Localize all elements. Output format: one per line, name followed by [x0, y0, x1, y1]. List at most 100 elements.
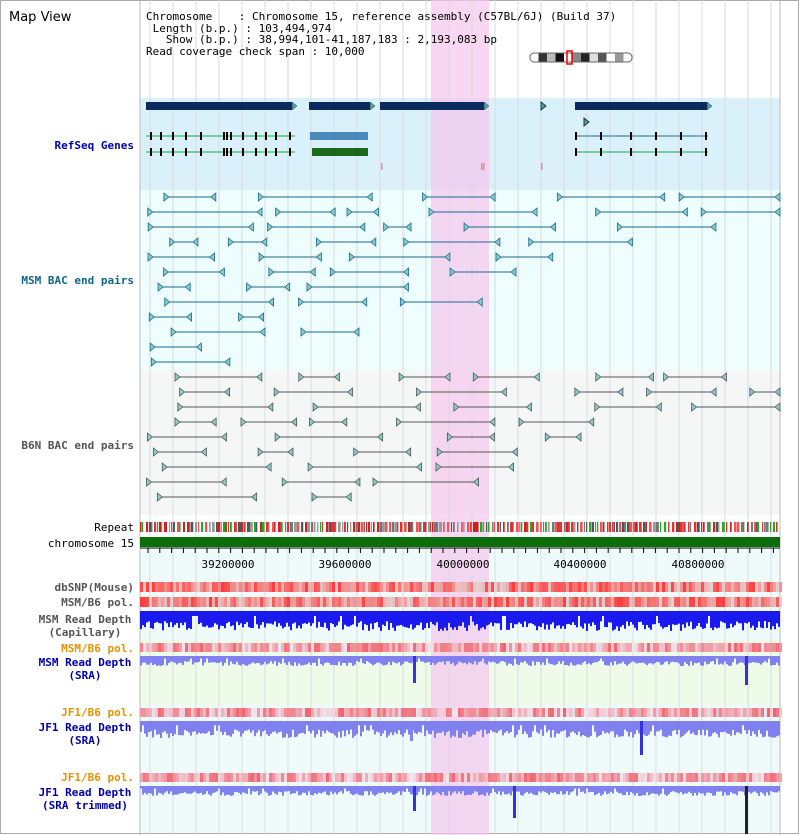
track-label-msm-bac[interactable]: MSM BAC end pairs [21, 274, 134, 287]
depth-bar [140, 656, 142, 666]
track-label-b6n-bac[interactable]: B6N BAC end pairs [21, 439, 134, 452]
depth-bar [492, 656, 494, 662]
depth-bar [144, 611, 146, 628]
bac-end-left [544, 432, 551, 442]
depth-bar [548, 721, 550, 730]
depth-bar [518, 611, 520, 623]
heat-cell [551, 643, 554, 652]
depth-bar [216, 786, 218, 792]
depth-bar [370, 721, 372, 726]
heat-cell [353, 708, 356, 717]
heat-cell [245, 597, 248, 607]
depth-bar [550, 611, 552, 625]
depth-bar [356, 721, 358, 735]
bac-end-right [359, 222, 366, 232]
repeat-element [366, 522, 368, 532]
heat-cell [314, 643, 317, 652]
heat-cell [500, 773, 503, 782]
bac-end-left [700, 207, 707, 217]
depth-bar [180, 721, 182, 736]
depth-bar [622, 721, 624, 737]
heat-cell [512, 708, 515, 717]
depth-bar [188, 721, 190, 733]
track-label-repeat[interactable]: Repeat [94, 521, 134, 534]
depth-bar [466, 721, 468, 732]
repeat-element [262, 522, 265, 532]
depth-bar [682, 656, 684, 666]
repeat-element [770, 522, 772, 532]
depth-bar [388, 721, 390, 736]
depth-bar [160, 721, 162, 738]
depth-bar [738, 611, 740, 624]
depth-bar [296, 611, 298, 629]
depth-bar [520, 786, 522, 796]
heat-cell [170, 773, 173, 782]
track-label-jf1-b6-pol[interactable]: JF1/B6 pol. [61, 706, 134, 719]
depth-bar [750, 656, 752, 663]
heat-cell [425, 643, 428, 652]
track-label-jf1-depth-trim[interactable]: JF1 Read Depth (SRA trimmed) [30, 786, 140, 812]
heat-cell [329, 582, 332, 592]
depth-bar [330, 611, 332, 623]
heat-cell [500, 597, 503, 607]
depth-bar [772, 786, 774, 793]
depth-bar [320, 786, 322, 794]
repeat-element [584, 522, 586, 532]
heat-cell [347, 708, 350, 717]
depth-bar [546, 656, 548, 659]
depth-bar [294, 656, 296, 663]
repeat-element [726, 522, 728, 532]
heat-cell [281, 597, 284, 607]
track-label-msm-depth-capillary[interactable]: MSM Read Depth (Capillary) [30, 613, 140, 639]
track-label-msm-b6-pol[interactable]: MSM/B6 pol. [61, 596, 134, 609]
depth-bar [694, 786, 696, 793]
heat-cell [491, 597, 494, 607]
heat-cell [749, 597, 752, 607]
exon [223, 148, 225, 156]
depth-bar [760, 786, 762, 793]
heat-cell [614, 597, 617, 607]
depth-bar [218, 786, 220, 789]
depth-bar [704, 721, 706, 736]
depth-bar [608, 721, 610, 734]
heat-cell [458, 582, 461, 592]
heat-cell [650, 582, 653, 592]
depth-bar [478, 611, 480, 631]
repeat-element [329, 522, 332, 532]
heat-cell [401, 597, 404, 607]
depth-bar [436, 721, 438, 734]
exon [226, 148, 228, 156]
depth-bar [752, 786, 754, 793]
track-label-msm-depth-sra[interactable]: MSM Read Depth (SRA) [30, 656, 140, 682]
depth-bar [704, 786, 706, 796]
heat-cell [647, 597, 650, 607]
depth-bar [150, 786, 152, 794]
heat-cell [212, 708, 215, 717]
track-label-refseq[interactable]: RefSeq Genes [54, 139, 134, 152]
depth-bar [556, 656, 558, 665]
depth-bar [368, 611, 370, 631]
depth-bar [334, 721, 336, 736]
track-label-jf1-b6-pol-trim[interactable]: JF1/B6 pol. [61, 771, 134, 784]
heat-cell [707, 582, 710, 592]
depth-bar [250, 656, 252, 664]
heat-cell [227, 597, 230, 607]
exon [265, 148, 267, 156]
depth-bar [670, 786, 672, 792]
heat-cell [341, 597, 344, 607]
track-label-jf1-depth-sra[interactable]: JF1 Read Depth (SRA) [30, 721, 140, 747]
depth-bar [272, 611, 274, 625]
track-label-dbsnp[interactable]: dbSNP(Mouse) [54, 581, 134, 594]
repeat-element [592, 522, 595, 532]
track-label-msm-b6-pol-sra[interactable]: MSM/B6 pol. [61, 642, 134, 655]
heat-cell [545, 597, 548, 607]
depth-bar [762, 656, 764, 663]
heat-cell [359, 582, 362, 592]
heat-cell [566, 773, 569, 782]
heat-cell [497, 708, 500, 717]
depth-bar [460, 611, 462, 627]
depth-bar [418, 786, 420, 792]
heat-cell [341, 582, 344, 592]
depth-bar [558, 656, 560, 662]
